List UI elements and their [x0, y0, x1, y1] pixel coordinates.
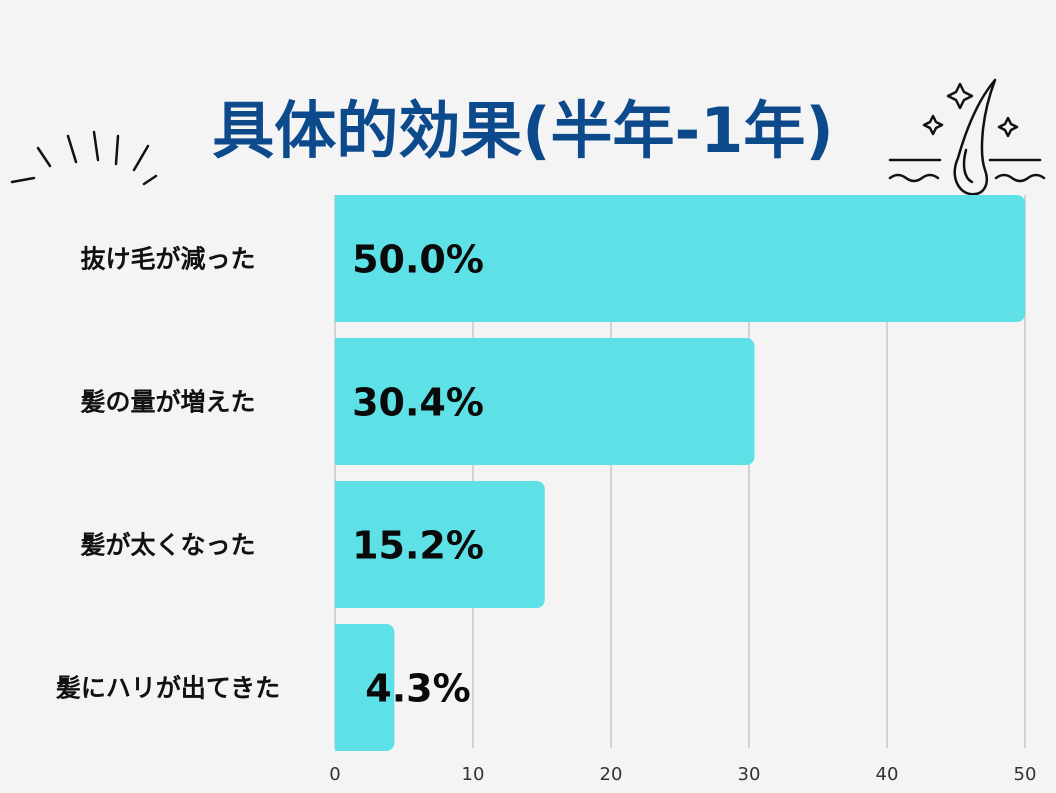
- bar-left-edge: [335, 624, 345, 751]
- value-label: 4.3%: [365, 667, 470, 711]
- labels: 0 10 20 30 40 50 抜け毛が減った 50.0% 髪の量が増えた 30.4% 髪が太くな…: [55, 238, 1037, 786]
- category-label: 髪が太くなった: [79, 531, 255, 560]
- value-label: 30.4%: [352, 381, 484, 425]
- bar: [335, 338, 755, 465]
- bar-left-edge: [335, 195, 345, 322]
- bar: [335, 481, 545, 608]
- category-label: 髪の量が増えた: [79, 388, 255, 417]
- x-tick-label: 20: [600, 764, 623, 785]
- x-tick-label: 0: [329, 764, 340, 785]
- x-tick-label: 10: [462, 764, 485, 785]
- x-tick-label: 40: [876, 764, 899, 785]
- bar: [335, 195, 1025, 322]
- bars: [335, 195, 1025, 751]
- x-tick-label: 30: [738, 764, 761, 785]
- bar-left-edge: [335, 338, 345, 465]
- x-tick-label: 50: [1014, 764, 1037, 785]
- value-label: 50.0%: [352, 238, 484, 282]
- chart-title: 具体的効果(半年-1年): [212, 94, 834, 167]
- bar-left-edge: [335, 481, 345, 608]
- category-label: 髪にハリが出てきた: [55, 674, 280, 703]
- category-label: 抜け毛が減った: [80, 245, 255, 274]
- hair-follicle-sparkle-icon: [888, 78, 1046, 196]
- bar: [335, 624, 395, 751]
- value-label: 15.2%: [352, 524, 484, 568]
- burst-lines-icon: [10, 130, 158, 186]
